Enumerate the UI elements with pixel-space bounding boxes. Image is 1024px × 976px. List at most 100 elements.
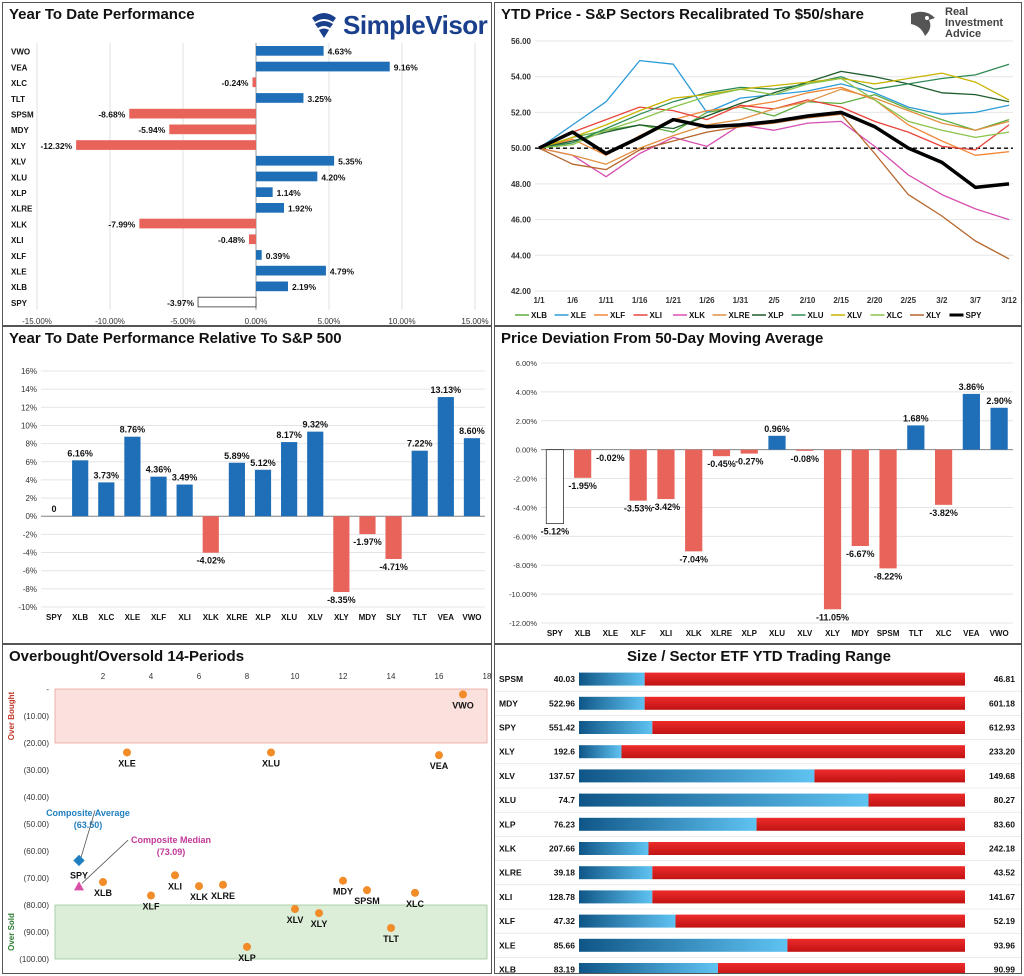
y-tick-label: 42.00	[511, 287, 532, 296]
x-tick-label: 1/31	[733, 296, 749, 305]
y-tick-label: -8.00%	[513, 561, 537, 570]
y-tick-label: (60.00)	[24, 847, 50, 856]
range-red-segment	[717, 963, 965, 973]
composite-median-label: Composite Median	[131, 835, 211, 845]
bar	[202, 516, 219, 553]
y-tick-label: 2.00%	[516, 417, 538, 426]
row-name: XLI	[499, 892, 512, 902]
legend-label: SPY	[966, 311, 983, 320]
x-tick-label: -5.00%	[170, 317, 195, 326]
point-label: XLP	[238, 953, 256, 963]
data-label: 1.92%	[288, 204, 313, 214]
y-tick-label: 16%	[21, 367, 37, 376]
point-marker	[363, 886, 371, 895]
category-label: XLF	[631, 629, 646, 638]
relative-bar-chart: -10% -8% -6% -4% -2% 0% 2% 4% 6% 8% 10% 12% 14% 16% SP…	[18, 367, 485, 622]
data-label: -5.12%	[541, 527, 570, 537]
point-marker	[339, 876, 347, 885]
row-high: 46.81	[994, 674, 1016, 684]
point-label: XLU	[262, 758, 280, 768]
ytd-performance-title: Year To Date Performance	[9, 6, 195, 23]
y-tick-label: -10%	[18, 603, 37, 612]
bar	[256, 61, 390, 72]
category-label: MDY	[359, 613, 377, 622]
data-label: -7.04%	[679, 554, 708, 564]
range-red-segment	[652, 866, 965, 880]
data-label: -8.22%	[874, 571, 903, 581]
x-tick-label: 2/15	[833, 296, 849, 305]
category-label: XLRE	[711, 629, 733, 638]
data-label: 1.68%	[903, 413, 929, 423]
bar	[256, 281, 288, 292]
data-label: 4.63%	[328, 47, 353, 57]
bar	[990, 407, 1008, 450]
range-red-segment	[787, 938, 965, 952]
eagle-head-icon	[911, 11, 935, 36]
point-marker	[411, 888, 419, 897]
category-label: XLY	[11, 142, 26, 151]
range-blue-segment	[579, 938, 788, 952]
row-name: XLU	[499, 795, 516, 805]
series-line-xlv	[538, 72, 1010, 149]
point-label: XLY	[311, 919, 328, 929]
row-low: 39.18	[554, 868, 576, 878]
row-name: SPY	[499, 723, 516, 733]
data-label: 3.86%	[959, 382, 985, 392]
overbought-oversold-panel: Overbought/Oversold 14-Periods Over Boug…	[2, 644, 492, 974]
x-tick-label: 12	[339, 672, 348, 681]
x-tick-label: 18	[483, 672, 492, 681]
data-label: 4.79%	[330, 267, 355, 277]
composite-average-value: (63.50)	[74, 820, 103, 830]
row-high: 242.18	[989, 844, 1015, 854]
row-high: 601.18	[989, 698, 1015, 708]
category-label: XLP	[741, 629, 757, 638]
x-tick-label: 4	[149, 672, 154, 681]
category-label: XLK	[686, 629, 702, 638]
data-label: 0	[52, 504, 57, 514]
category-label: SLY	[386, 613, 401, 622]
y-tick-label: -10.00%	[509, 590, 537, 599]
row-name: XLRE	[499, 868, 522, 878]
bar	[385, 516, 402, 559]
legend-label: XLI	[650, 311, 662, 320]
bar	[169, 124, 256, 135]
deviation-panel: Price Deviation From 50-Day Moving Avera…	[494, 326, 1022, 644]
bar	[411, 450, 428, 517]
row-high: 612.93	[989, 723, 1015, 733]
y-tick-label: -2%	[23, 530, 37, 539]
row-high: 83.60	[994, 819, 1016, 829]
bar	[254, 469, 272, 517]
row-name: MDY	[499, 698, 518, 708]
row-name: XLY	[499, 747, 515, 757]
row-low: 74.7	[558, 795, 575, 805]
category-label: VEA	[11, 63, 28, 72]
bar	[76, 140, 257, 150]
trading-range-chart: SPSM 40.03 46.81 MDY 522.96 601.18 SPY 551.42 61…	[495, 672, 1021, 973]
x-tick-label: 5.00%	[318, 317, 341, 326]
category-label: XLP	[11, 189, 27, 198]
x-tick-label: 1/16	[632, 296, 648, 305]
y-tick-label: 0%	[25, 512, 37, 521]
range-red-segment	[644, 672, 965, 686]
point-marker	[267, 748, 275, 757]
row-low: 522.96	[549, 698, 575, 708]
bar	[228, 462, 245, 517]
bar	[823, 449, 842, 610]
data-label: 4.20%	[321, 172, 346, 182]
y-tick-label: 50.00	[511, 144, 532, 153]
range-blue-segment	[579, 914, 676, 928]
category-label: TLT	[11, 95, 25, 104]
composite-median-marker	[74, 881, 84, 891]
data-label: 0.39%	[266, 251, 291, 261]
bar	[98, 482, 115, 517]
y-tick-label: 4%	[25, 476, 37, 485]
data-label: -8.68%	[98, 110, 125, 120]
point-marker	[195, 882, 203, 891]
category-label: XLV	[11, 158, 27, 167]
point-label: VEA	[430, 761, 449, 771]
deviation-bar-chart: -12.00% -10.00% -8.00% -6.00% -4.00% -2.00% 0.…	[509, 359, 1013, 638]
y-tick-label: 52.00	[511, 108, 532, 117]
x-tick-label: 0.00%	[245, 317, 268, 326]
point-label: XLV	[287, 915, 304, 925]
legend-label: XLB	[531, 311, 547, 320]
